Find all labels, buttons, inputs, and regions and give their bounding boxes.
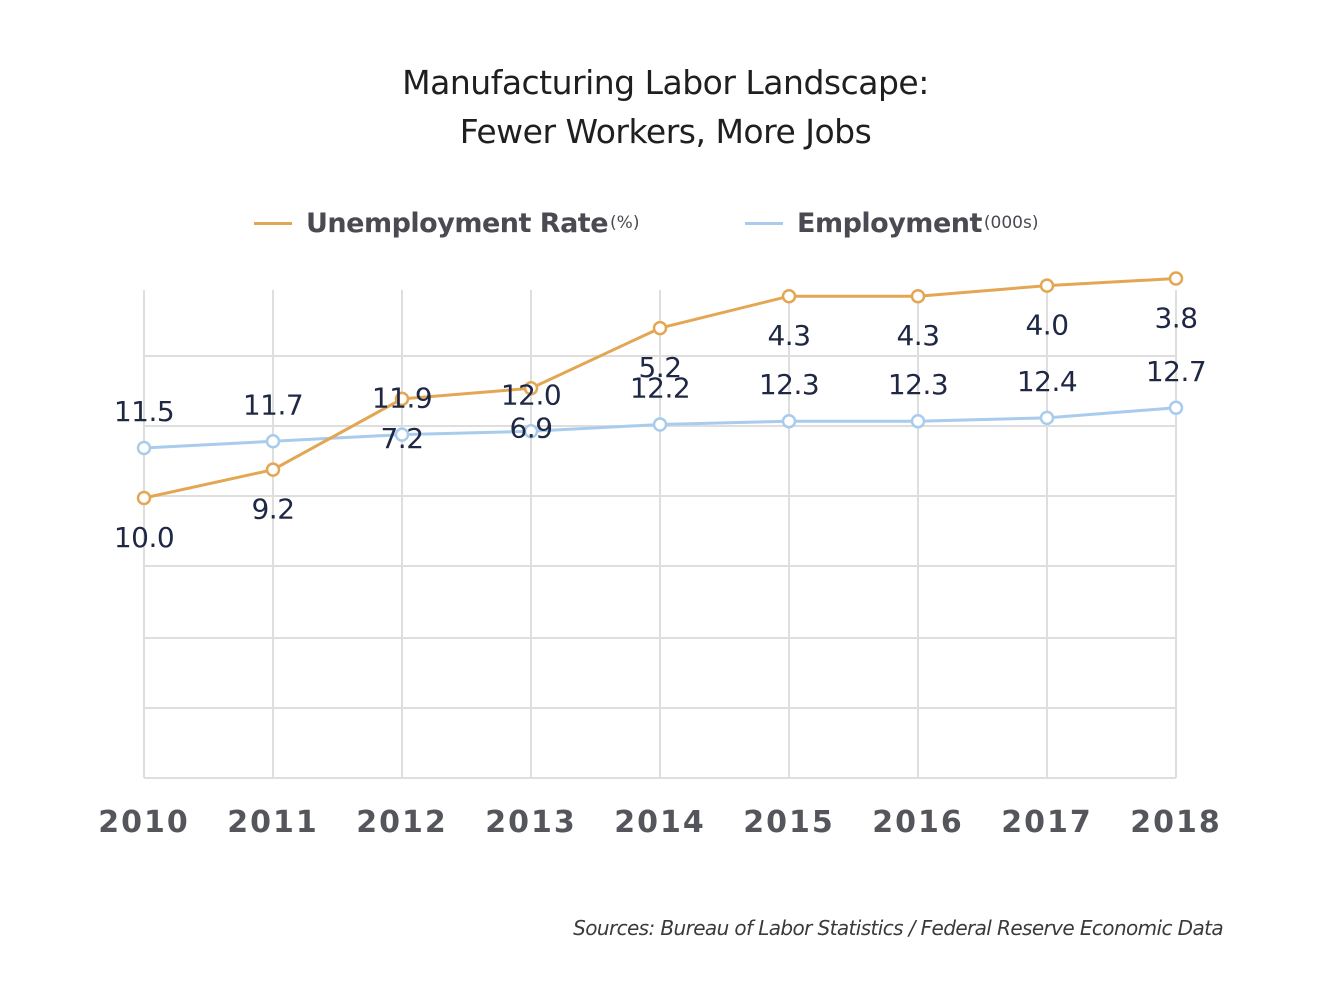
x-tick-label: 2012 — [356, 805, 448, 840]
data-label-employment: 12.4 — [1017, 365, 1077, 398]
data-point-employment — [910, 413, 926, 429]
data-point-employment — [394, 427, 410, 442]
data-point-unemployment — [136, 490, 152, 506]
legend-swatch-employment — [745, 221, 783, 225]
data-label-employment: 11.5 — [114, 395, 174, 428]
data-point-unemployment — [1039, 278, 1055, 293]
data-point-employment — [136, 440, 152, 456]
x-tick-label: 2017 — [1001, 805, 1093, 840]
chart-subtitle: Fewer Workers, More Jobs — [459, 112, 872, 151]
x-tick-label: 2015 — [743, 805, 835, 840]
data-label-unemployment: 4.3 — [767, 319, 810, 352]
data-point-unemployment — [523, 381, 539, 396]
data-point-unemployment — [781, 288, 797, 304]
data-point-unemployment — [910, 288, 926, 304]
legend-label-unemployment: Unemployment Rate — [306, 207, 609, 239]
data-point-employment — [652, 417, 668, 432]
data-point-employment — [1039, 410, 1055, 426]
data-point-unemployment — [652, 320, 668, 336]
data-label-employment: 12.3 — [759, 368, 819, 401]
data-point-unemployment — [1168, 271, 1184, 286]
data-label-unemployment: 7.2 — [380, 422, 423, 455]
data-label-unemployment: 4.3 — [896, 319, 939, 352]
data-label-employment: 12.3 — [888, 368, 948, 401]
data-point-unemployment — [265, 462, 281, 477]
data-label-employment: 12.0 — [501, 378, 561, 411]
chart-data-labels: 11.5 11.7 11.9 12.0 12.2 12.3 12.3 12.4 12.7 10.0… — [114, 302, 1207, 554]
data-point-unemployment — [394, 391, 410, 407]
chart-series — [136, 271, 1184, 506]
source-note: Sources: Bureau of Labor Statistics / Fe… — [573, 916, 1223, 940]
data-label-employment: 11.7 — [243, 388, 303, 421]
chart-grid — [143, 290, 1177, 779]
legend-label-employment: Employment — [797, 207, 982, 239]
legend-swatch-unemployment — [254, 221, 292, 225]
legend-unit-unemployment: (%) — [610, 213, 640, 233]
data-label-unemployment: 5.2 — [638, 351, 681, 384]
data-point-employment — [781, 413, 797, 429]
x-tick-label: 2014 — [614, 805, 706, 840]
data-label-employment: 12.7 — [1146, 355, 1206, 388]
data-label-employment: 12.2 — [630, 372, 690, 405]
x-tick-label: 2011 — [227, 805, 319, 840]
x-tick-label: 2013 — [485, 805, 577, 840]
x-tick-label: 2016 — [872, 805, 964, 840]
data-point-employment — [523, 424, 539, 439]
legend-item-unemployment: Unemployment Rate (%) — [254, 203, 639, 243]
data-label-unemployment: 4.0 — [1025, 309, 1068, 342]
legend-item-employment: Employment (000s) — [745, 203, 1038, 243]
data-point-employment — [265, 434, 281, 449]
data-label-employment: 11.9 — [372, 382, 432, 415]
chart-title: Manufacturing Labor Landscape: Fewer Wor… — [0, 58, 1331, 156]
data-label-unemployment: 9.2 — [251, 493, 294, 526]
x-tick-label: 2010 — [98, 805, 190, 840]
data-label-unemployment: 10.0 — [114, 521, 174, 554]
data-point-employment — [1168, 400, 1184, 416]
x-tick-label: 2018 — [1130, 805, 1222, 840]
data-label-unemployment: 6.9 — [509, 411, 552, 444]
x-axis: 2010 2011 2012 2013 2014 2015 2016 2017 2018 — [98, 805, 1222, 840]
chart-legend: Unemployment Rate (%) Employment (000s) — [0, 203, 1331, 243]
chart-title-line: Manufacturing Labor Landscape: — [402, 63, 929, 102]
data-label-unemployment: 3.8 — [1154, 302, 1197, 335]
legend-unit-employment: (000s) — [983, 213, 1039, 233]
